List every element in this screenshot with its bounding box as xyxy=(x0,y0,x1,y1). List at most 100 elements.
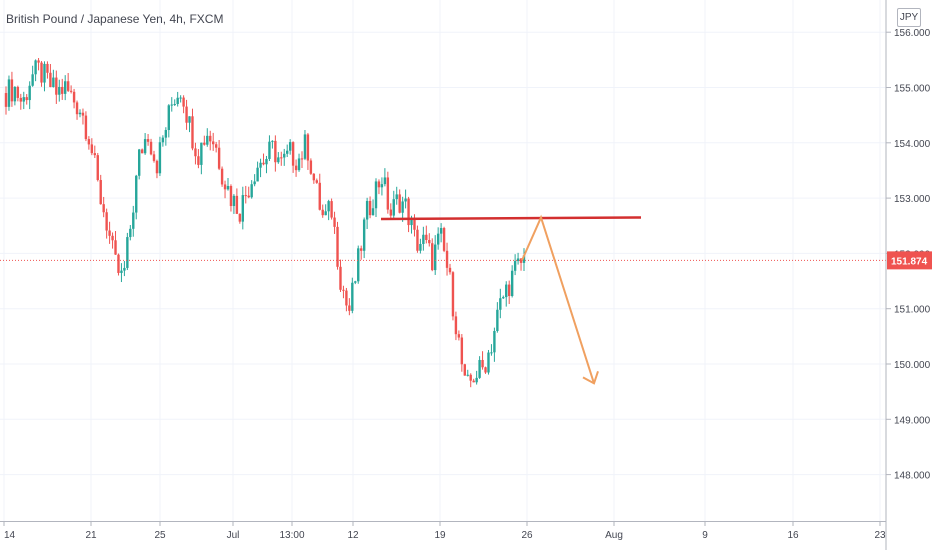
candle xyxy=(164,127,168,146)
time-axis-label: Jul xyxy=(227,530,240,541)
candle xyxy=(481,351,484,370)
time-axis-label: 19 xyxy=(434,530,446,541)
candle xyxy=(238,213,242,224)
time-axis-label: Aug xyxy=(605,530,623,541)
candle xyxy=(368,196,372,219)
candle xyxy=(428,233,431,247)
candlestick-series xyxy=(4,58,526,388)
candle xyxy=(336,221,339,270)
price-axis-label: 154.000 xyxy=(894,139,931,150)
candle xyxy=(262,153,265,166)
candle xyxy=(13,86,17,106)
candle xyxy=(138,148,141,180)
candle xyxy=(120,263,123,283)
candle xyxy=(330,198,333,220)
candle xyxy=(123,260,126,277)
candle xyxy=(463,363,466,376)
candle xyxy=(303,129,307,161)
candle xyxy=(407,196,410,233)
candle xyxy=(161,135,165,147)
candle xyxy=(256,161,259,182)
candle xyxy=(345,287,348,312)
candle xyxy=(291,141,295,173)
currency-badge[interactable]: JPY xyxy=(897,8,921,27)
candle xyxy=(117,253,120,276)
candle xyxy=(280,151,283,166)
candle xyxy=(188,116,191,133)
time-axis-label: 26 xyxy=(521,530,533,541)
candle xyxy=(294,159,298,177)
candle xyxy=(140,148,144,154)
candle xyxy=(374,178,378,218)
candle xyxy=(40,61,43,87)
candle xyxy=(16,85,20,102)
candle xyxy=(170,97,173,112)
chart-legend-title[interactable]: British Pound / Japanese Yen, 4h, FXCM xyxy=(6,12,224,26)
candle xyxy=(214,141,218,153)
candle xyxy=(383,168,387,187)
candle xyxy=(354,280,357,285)
candle xyxy=(502,295,505,299)
candle xyxy=(460,334,464,372)
candle xyxy=(78,109,82,118)
candle xyxy=(389,203,392,220)
candle xyxy=(173,99,176,106)
candle xyxy=(434,235,437,275)
candle xyxy=(274,135,277,172)
candle xyxy=(209,130,212,151)
candle xyxy=(10,71,14,107)
price-axis-label: 150.000 xyxy=(894,360,931,371)
price-axis-label: 151.000 xyxy=(894,305,931,316)
candle xyxy=(271,140,274,149)
candle xyxy=(31,65,34,87)
candle xyxy=(194,142,197,165)
candle xyxy=(81,108,85,125)
candle xyxy=(155,159,159,179)
candle xyxy=(111,232,114,249)
candle xyxy=(448,263,452,275)
candle xyxy=(64,75,67,101)
projection-arrow[interactable] xyxy=(521,214,599,385)
candle xyxy=(318,173,321,211)
candle xyxy=(442,226,446,253)
candle xyxy=(226,177,230,191)
candle xyxy=(286,144,289,158)
price-axis-label: 155.000 xyxy=(894,84,931,95)
candle xyxy=(297,153,301,172)
candle xyxy=(46,61,49,79)
candle xyxy=(25,94,28,105)
candle xyxy=(339,259,342,292)
candle xyxy=(283,148,286,166)
candle xyxy=(454,311,458,341)
candle xyxy=(69,85,73,94)
price-axis-label: 153.000 xyxy=(894,194,931,205)
candle xyxy=(288,139,292,155)
candle xyxy=(493,327,496,362)
candle xyxy=(176,91,179,107)
candle xyxy=(259,158,262,178)
candle xyxy=(235,188,239,215)
price-axis-label: 148.000 xyxy=(894,471,931,482)
candle xyxy=(206,128,209,147)
last-price-tag: 151.874 xyxy=(887,251,932,270)
resistance-line[interactable] xyxy=(380,216,642,221)
candle xyxy=(232,194,236,214)
candle xyxy=(105,208,108,239)
candle xyxy=(457,330,461,341)
candle xyxy=(93,145,96,159)
candle xyxy=(58,79,61,102)
candle xyxy=(223,180,227,199)
candle xyxy=(149,138,153,156)
candle xyxy=(19,93,22,110)
candle xyxy=(126,232,129,271)
candle xyxy=(4,86,8,115)
time-axis[interactable]: 14 21 25 Jul 13:00 12 19 26 Aug 9 16 23 xyxy=(3,521,886,541)
price-axis-label: 156.000 xyxy=(894,28,931,39)
candle xyxy=(386,171,390,214)
price-axis-label: 149.000 xyxy=(894,415,931,426)
candle xyxy=(129,224,132,241)
candle xyxy=(357,245,360,284)
candle xyxy=(158,136,162,177)
candle xyxy=(143,133,147,155)
